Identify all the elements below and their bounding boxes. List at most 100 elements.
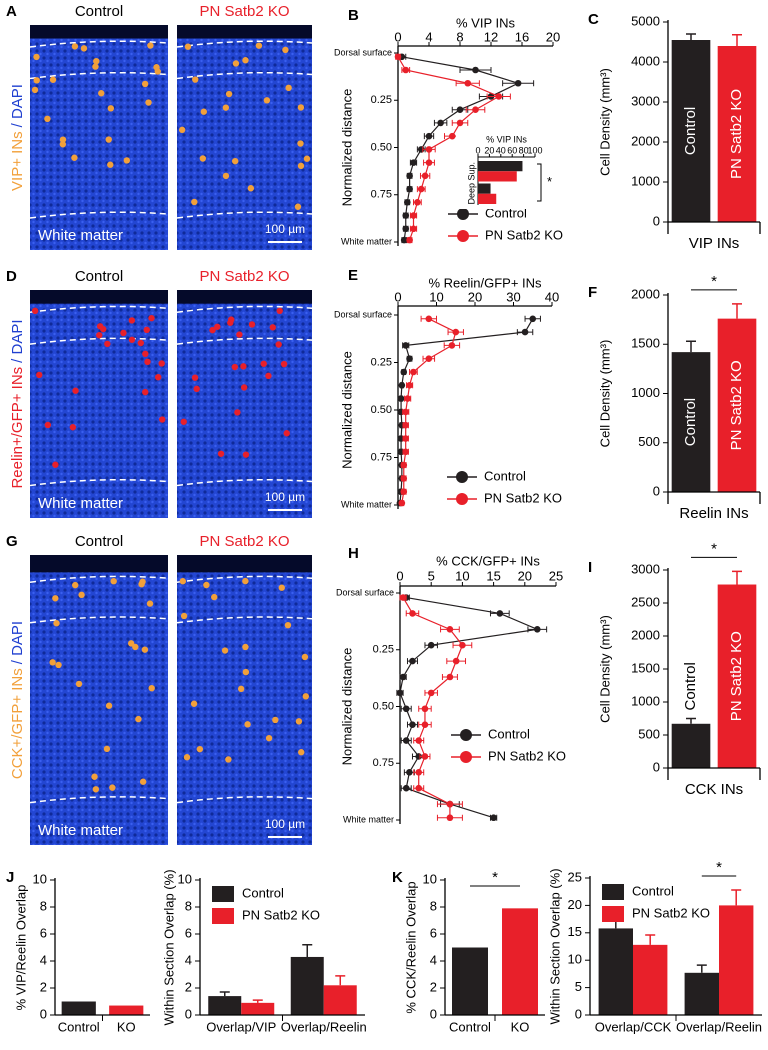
y-tick-label: 0.50 [371,404,392,416]
labeled-cell [221,647,229,654]
y-tick-label: 6 [40,925,47,940]
labeled-cell [71,43,79,50]
error-bar [302,944,313,957]
x-tick-label: 4 [425,29,432,44]
x-axis-title: Reelin INs [679,505,748,522]
group-bracket [667,222,761,234]
labeled-cell [191,198,198,206]
region-label: White matter [38,822,123,839]
labeled-cell [96,331,103,339]
y-tick-label: 0.75 [371,189,392,201]
layer-boundary [176,305,313,313]
region-label: White matter [38,227,123,244]
labeled-cell [75,680,83,688]
data-point [472,66,479,74]
data-point [400,475,408,482]
data-point [394,53,402,61]
y-tick-label: 3000 [631,561,660,576]
x-tick-label: 100 [527,145,542,155]
labeled-cell [105,136,112,143]
y-tick-label: 2 [40,979,47,994]
legend-label: Control [242,885,284,900]
data-point [406,172,413,180]
data-point [446,673,454,681]
data-point [448,132,456,140]
labeled-cell [80,45,88,52]
labeled-cell [142,388,149,396]
labeled-cell [190,700,198,707]
significance-star: * [492,869,498,886]
panel-letter: J [6,869,14,886]
labeled-cell [139,578,146,585]
bar [671,40,711,222]
panel-letter: A [6,3,17,20]
data-point [490,814,497,822]
y-tick-label: 5000 [631,13,660,28]
legend-swatch [212,886,234,902]
layer-boundary [29,40,169,48]
data-point [456,106,464,113]
bar [478,183,491,194]
data-point [415,769,423,776]
x-tick-label: 0 [394,29,401,44]
labeled-cell [282,46,289,54]
labeled-cell [228,316,235,323]
panel-letter: G [6,533,18,550]
data-point [427,689,435,697]
pial-background [177,555,312,573]
region-label: White matter [38,495,123,512]
category-label: Sup. [466,162,476,181]
error-bar [686,340,696,353]
image-ylabel: Reelin+/GFP+ INs / DAPI [9,319,26,488]
data-point [415,784,423,792]
bar [478,161,523,172]
labeled-cell [217,450,225,457]
x-tick-label: 10 [429,289,443,304]
pial-background [177,25,312,39]
image-ylabel: CCK+/GFP+ INs / DAPI [9,621,26,779]
data-point [421,721,429,728]
pial-background [30,555,168,573]
data-point [406,769,413,776]
labeled-cell [242,451,250,458]
panel-letter: E [348,267,358,284]
layer-boundary [29,575,169,583]
labeled-cell [211,593,218,601]
data-point [399,673,407,681]
group-bracket [667,768,761,780]
labeled-cell [144,358,151,366]
labeled-cell [242,643,249,651]
labeled-cell [52,595,59,602]
labeled-cell [44,421,52,429]
stain-label: / DAPI [9,84,26,127]
labeled-cell [222,104,230,111]
y-axis-title: Normalized distance [339,89,354,207]
x-axis-title: CCK INs [685,781,743,798]
x-axis-title: % VIP INs [456,15,516,30]
scale-label: 100 µm [265,817,305,831]
labeled-cell [128,317,136,324]
bar [684,972,719,1015]
y-tick-label: 8 [185,898,192,913]
labeled-cell [237,685,245,693]
category-label: Overlap/VIP [206,1019,276,1034]
bar [478,171,517,182]
image-title: PN Satb2 KO [199,268,289,285]
labeled-cell [148,684,155,692]
marker-label: Reelin+/GFP+ INs [9,367,26,489]
data-point [402,342,410,349]
error-bar [696,964,707,973]
y-tick-label: 0.75 [373,757,394,769]
error-bar [731,889,742,906]
y-tick-label: 0.25 [373,644,394,656]
stain-label: / DAPI [9,621,26,664]
legend-label: PN Satb2 KO [632,905,710,920]
legend-label: Control [485,205,527,220]
x-tick-label: 15 [486,568,500,583]
data-point [402,435,410,442]
panel-letter: F [588,284,597,301]
y-tick-label: 5 [575,979,582,994]
y-axis-title: % CCK/Reelin Overlap [403,881,418,1013]
x-tick-label: 20 [468,289,482,304]
bar [452,947,488,1015]
